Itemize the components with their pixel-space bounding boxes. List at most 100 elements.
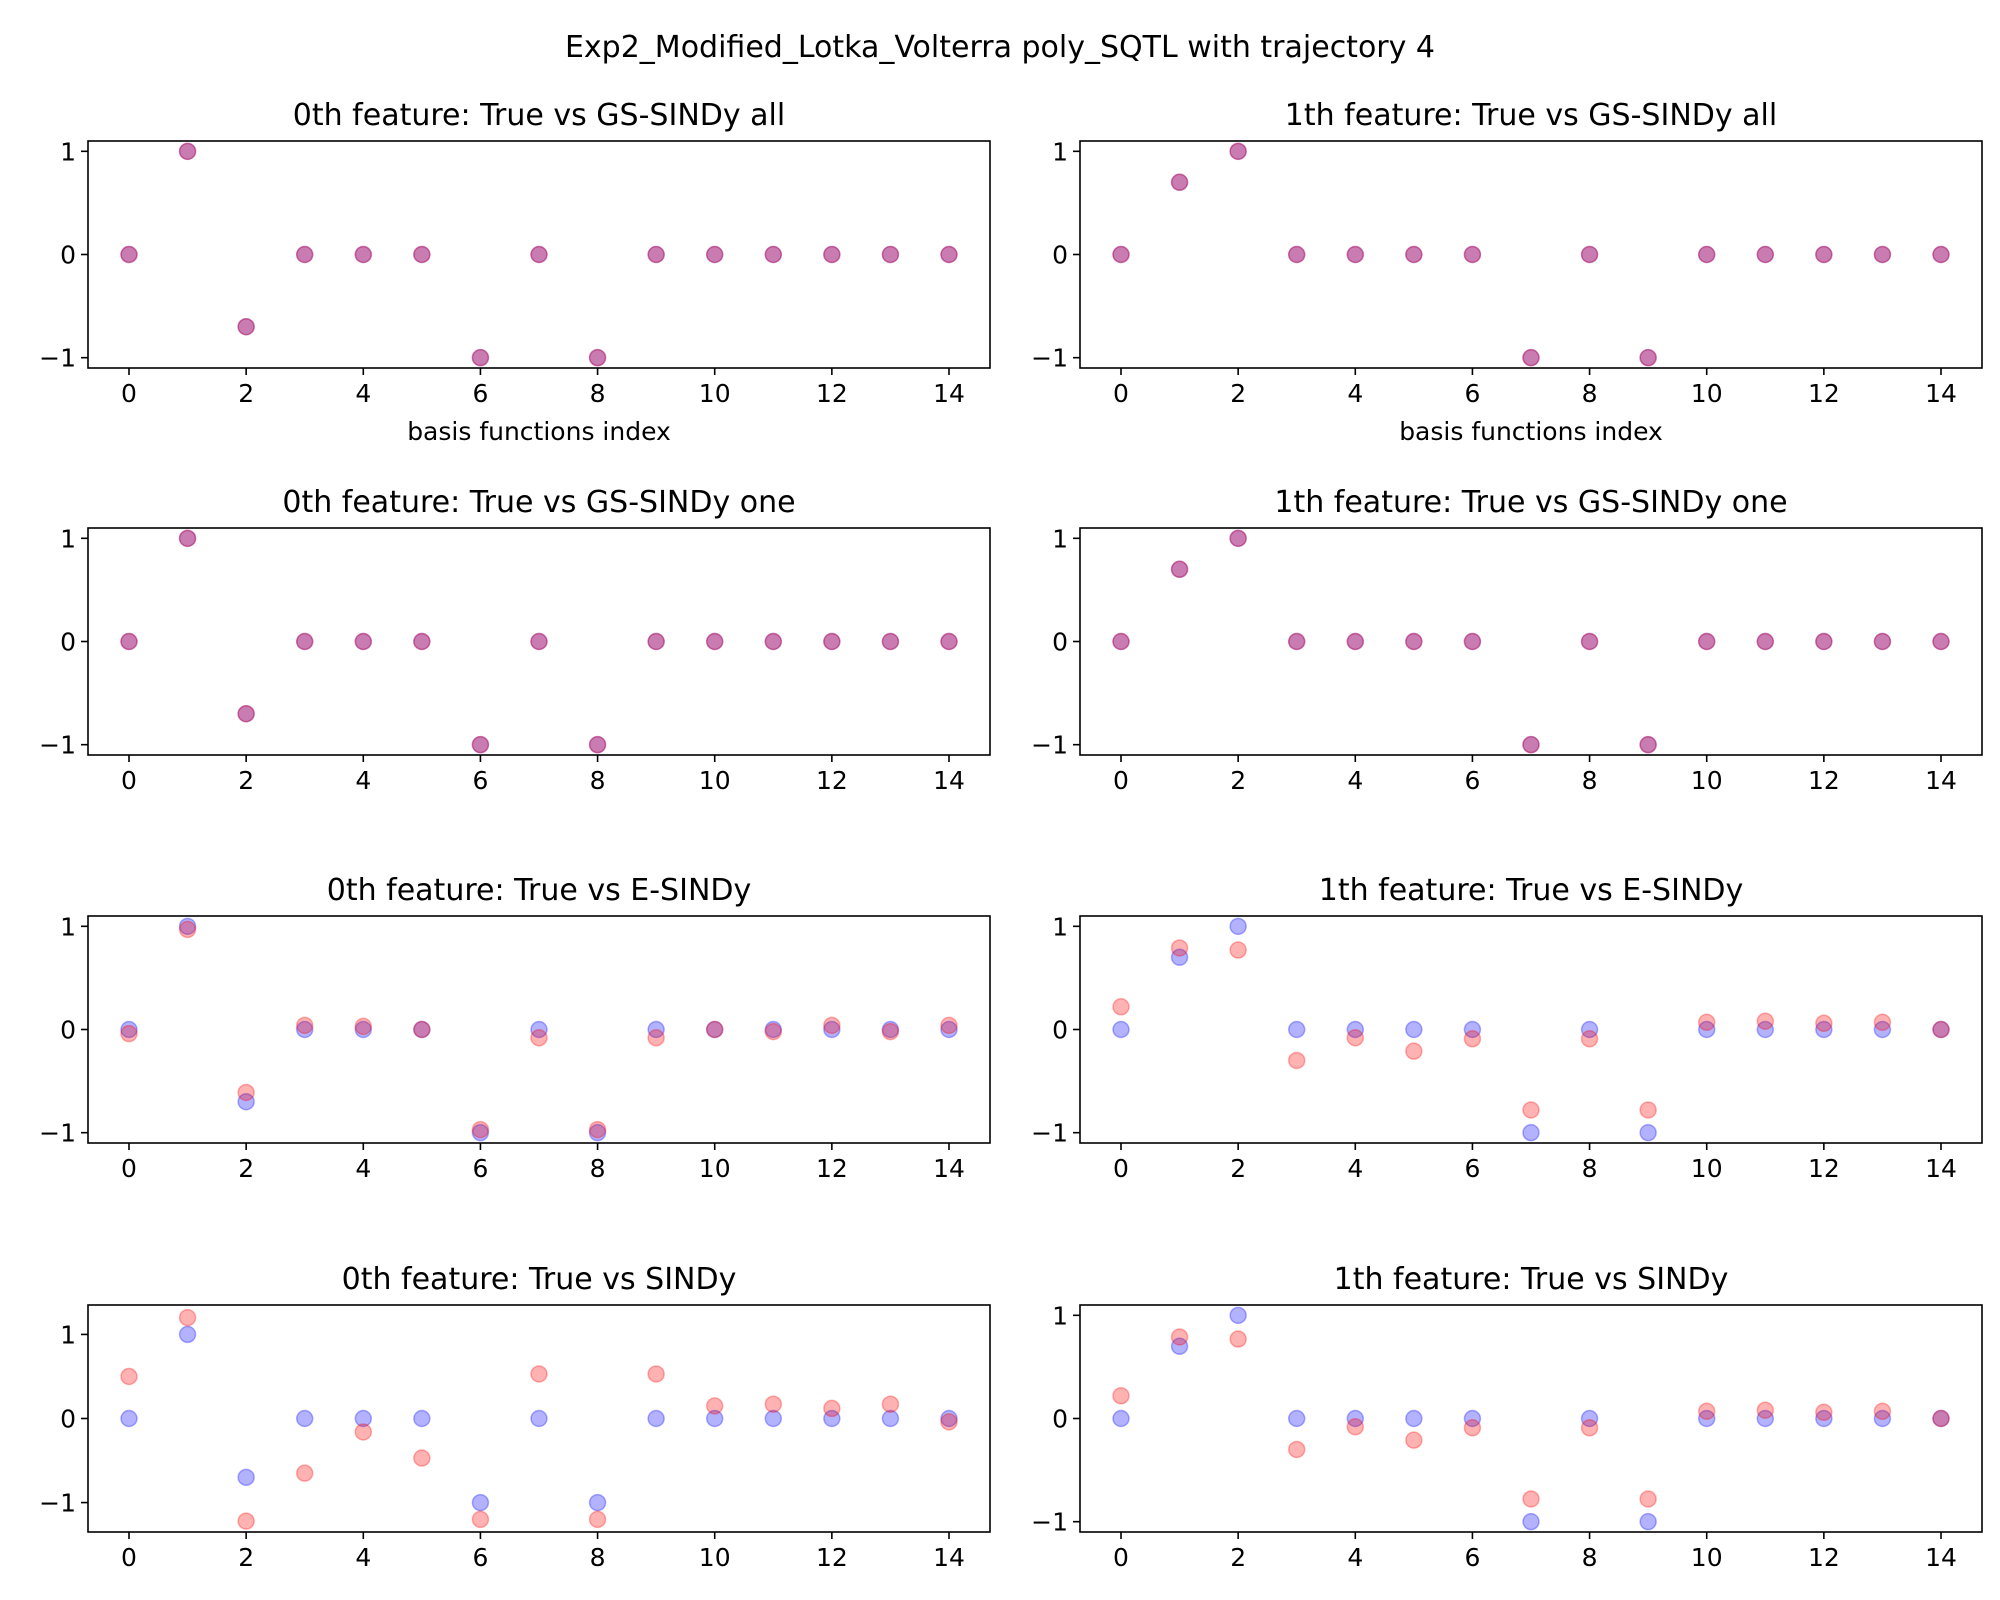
- data-point: [1580, 1030, 1599, 1048]
- data-point: [940, 632, 958, 651]
- x-tick-label: 12: [1808, 1543, 1840, 1572]
- x-tick-label: 2: [1230, 1154, 1246, 1183]
- data-point: [1580, 1409, 1599, 1428]
- data-point: [764, 245, 783, 264]
- x-tick-label: 10: [1691, 1543, 1723, 1572]
- series-0: [1112, 142, 1950, 367]
- x-tick-label: 10: [699, 1543, 731, 1572]
- data-point: [237, 1092, 255, 1111]
- x-tick-label: 12: [816, 379, 848, 408]
- data-point: [1522, 1490, 1540, 1508]
- data-point: [1756, 632, 1775, 651]
- plot-frame: [87, 915, 991, 1144]
- x-tick-label: 8: [1582, 379, 1598, 408]
- data-point: [1287, 1051, 1306, 1070]
- plot-frame: [1079, 915, 1983, 1144]
- data-point: [1815, 245, 1833, 264]
- data-point: [237, 704, 255, 723]
- y-tick-label: 0: [60, 241, 76, 270]
- y-tick-label: 0: [1052, 1016, 1068, 1045]
- data-point: [471, 1123, 490, 1142]
- y-tick-label: −1: [39, 344, 76, 373]
- data-point: [764, 632, 783, 651]
- subplot-title: 1th feature: True vs GS-SINDy one: [1274, 485, 1787, 520]
- series-1: [120, 1308, 958, 1530]
- x-tick-label: 10: [699, 766, 731, 795]
- x-tick-label: 0: [121, 1154, 137, 1183]
- data-point: [178, 917, 197, 936]
- data-point: [705, 1409, 724, 1428]
- x-tick-label: 0: [1113, 766, 1129, 795]
- y-tick-label: 0: [60, 1016, 76, 1045]
- data-point: [881, 245, 900, 264]
- data-point: [1756, 245, 1775, 264]
- data-point: [237, 1083, 255, 1102]
- x-tick-label: 12: [816, 766, 848, 795]
- data-point: [1112, 1409, 1130, 1428]
- data-point: [1287, 632, 1306, 651]
- data-point: [413, 245, 431, 264]
- x-tick-label: 12: [1808, 766, 1840, 795]
- data-point: [1346, 632, 1365, 651]
- data-point: [881, 632, 900, 651]
- y-tick-label: 1: [60, 137, 76, 166]
- y-tick-label: 1: [60, 1320, 76, 1349]
- x-tick-label: 2: [1230, 379, 1246, 408]
- data-point: [1639, 348, 1657, 367]
- data-point: [1873, 245, 1892, 264]
- data-point: [530, 1409, 548, 1428]
- data-point: [178, 1325, 197, 1344]
- y-tick-label: 1: [1052, 912, 1068, 941]
- data-point: [1697, 245, 1716, 264]
- data-point: [354, 632, 373, 651]
- subplot-8: 1th feature: True vs SINDy 0 2 4 6 8 10 12 14 −1 0…: [1031, 1262, 1983, 1572]
- data-point: [588, 1123, 607, 1142]
- data-point: [647, 632, 665, 651]
- x-tick-label: 2: [238, 766, 254, 795]
- data-point: [354, 1020, 373, 1039]
- data-point: [1229, 529, 1247, 548]
- data-point: [881, 1022, 900, 1041]
- y-tick-label: 1: [60, 912, 76, 941]
- x-tick-label: 0: [121, 1543, 137, 1572]
- data-point: [1405, 1042, 1423, 1060]
- data-point: [588, 1120, 607, 1139]
- data-point: [471, 1510, 490, 1529]
- data-point: [1756, 1020, 1775, 1039]
- data-point: [237, 317, 255, 336]
- data-point: [1756, 245, 1775, 264]
- series-1: [120, 529, 958, 754]
- data-point: [1815, 1014, 1833, 1033]
- series-1: [120, 920, 958, 1139]
- data-point: [588, 1493, 607, 1512]
- data-point: [1405, 632, 1423, 651]
- subplot-7: 0th feature: True vs SINDy 0 2 4 6 8 10 12 14 −1 0…: [39, 1262, 991, 1572]
- data-point: [1463, 1419, 1482, 1437]
- x-tick-label: 12: [1808, 1154, 1840, 1183]
- data-point: [1932, 632, 1950, 651]
- data-point: [471, 348, 490, 367]
- x-axis-label: basis functions index: [1399, 417, 1663, 446]
- subplot-title: 1th feature: True vs GS-SINDy all: [1285, 98, 1777, 133]
- data-point: [1873, 632, 1892, 651]
- x-tick-label: 10: [699, 379, 731, 408]
- x-tick-label: 0: [121, 379, 137, 408]
- x-tick-label: 0: [121, 766, 137, 795]
- data-point: [940, 245, 958, 264]
- x-tick-label: 0: [1113, 1154, 1129, 1183]
- data-point: [1463, 1030, 1482, 1048]
- y-tick-label: −1: [1031, 1119, 1068, 1148]
- data-point: [1873, 1409, 1892, 1428]
- data-point: [823, 1016, 841, 1035]
- data-point: [705, 632, 724, 651]
- data-point: [881, 1409, 900, 1428]
- data-point: [1346, 245, 1365, 264]
- data-point: [237, 1512, 255, 1530]
- data-point: [1170, 1337, 1189, 1356]
- data-point: [178, 920, 197, 939]
- data-point: [1463, 1409, 1482, 1428]
- data-point: [940, 1020, 958, 1039]
